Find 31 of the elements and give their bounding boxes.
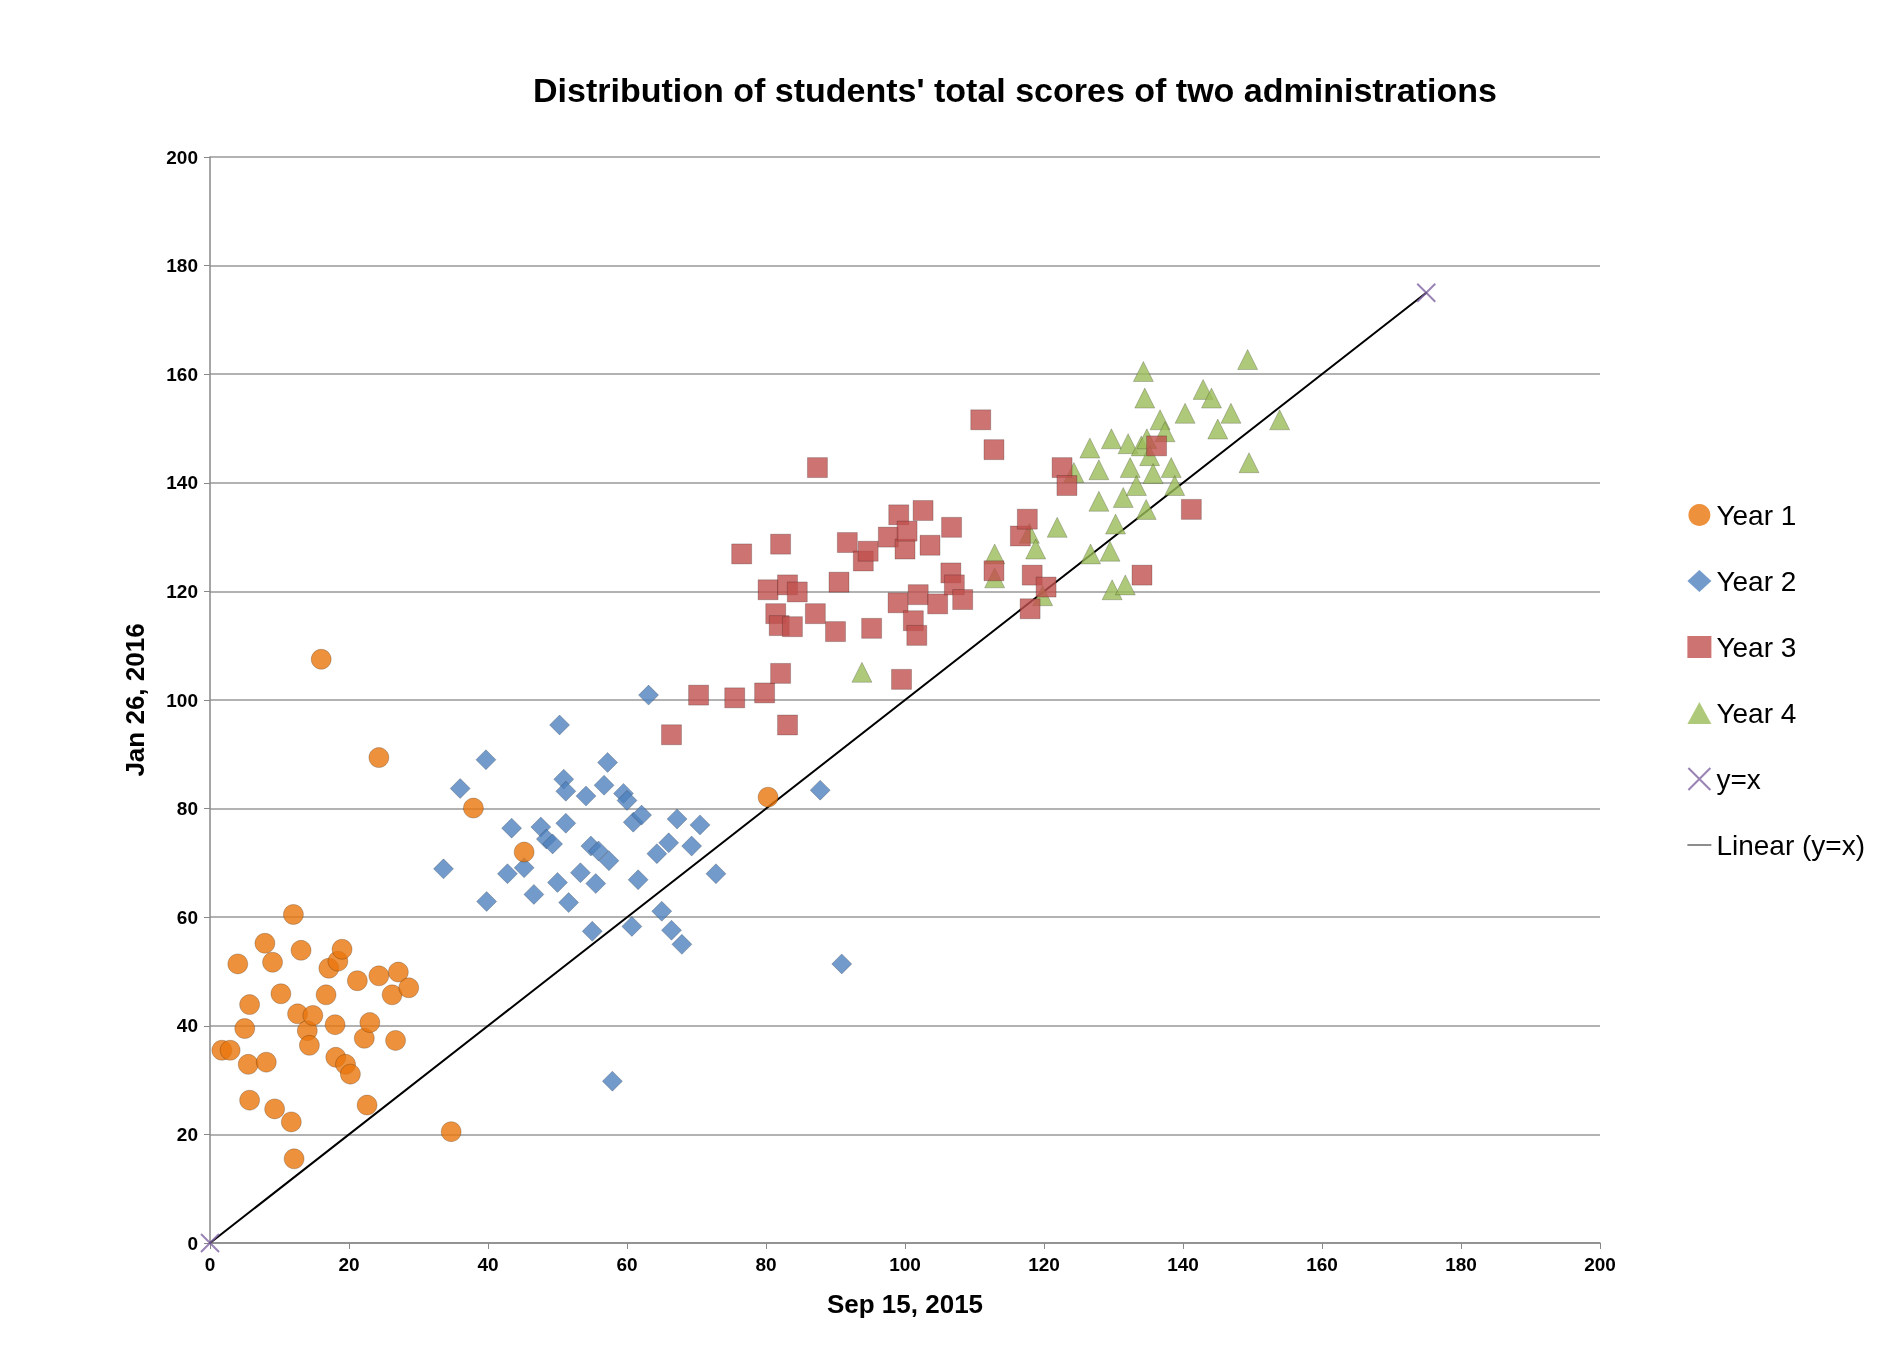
legend-label: Year 3 — [1716, 631, 1797, 663]
x-axis-title: Sep 15, 2015 — [826, 1289, 984, 1319]
y-tick-label: 160 — [166, 363, 198, 385]
y-tick-label: 0 — [187, 1232, 198, 1254]
x-tick-label: 180 — [1445, 1254, 1477, 1275]
x-tick-label: 120 — [1028, 1254, 1060, 1275]
legend-label: Year 4 — [1716, 697, 1797, 729]
y-tick-label: 80 — [176, 798, 198, 820]
x-tick-label: 140 — [1167, 1254, 1199, 1275]
y-tick-label: 100 — [166, 689, 198, 711]
y-tick-label: 40 — [176, 1015, 198, 1037]
x-tick-label: 20 — [338, 1254, 360, 1275]
y-tick-label: 180 — [166, 255, 198, 277]
x-tick-label: 0 — [204, 1254, 216, 1275]
legend-label: Year 1 — [1716, 499, 1797, 531]
y-tick-label: 60 — [176, 906, 198, 928]
legend-label: y=x — [1716, 763, 1761, 795]
y-axis-title: Jan 26, 2016 — [120, 623, 150, 777]
x-tick-label: 100 — [889, 1254, 921, 1275]
chart-title: Distribution of students' total scores of two administrations — [533, 71, 1497, 109]
y-tick-label: 20 — [176, 1123, 198, 1145]
x-tick-label: 60 — [616, 1254, 638, 1275]
x-tick-label: 40 — [477, 1254, 499, 1275]
legend-label: Year 2 — [1716, 565, 1797, 597]
x-tick-label: 80 — [755, 1254, 777, 1275]
x-tick-label: 200 — [1584, 1254, 1616, 1275]
legend-label: Linear (y=x) — [1716, 829, 1866, 861]
y-tick-label: 140 — [166, 472, 198, 494]
y-tick-label: 200 — [166, 146, 198, 168]
x-tick-label: 160 — [1306, 1254, 1338, 1275]
y-tick-label: 120 — [166, 580, 198, 602]
